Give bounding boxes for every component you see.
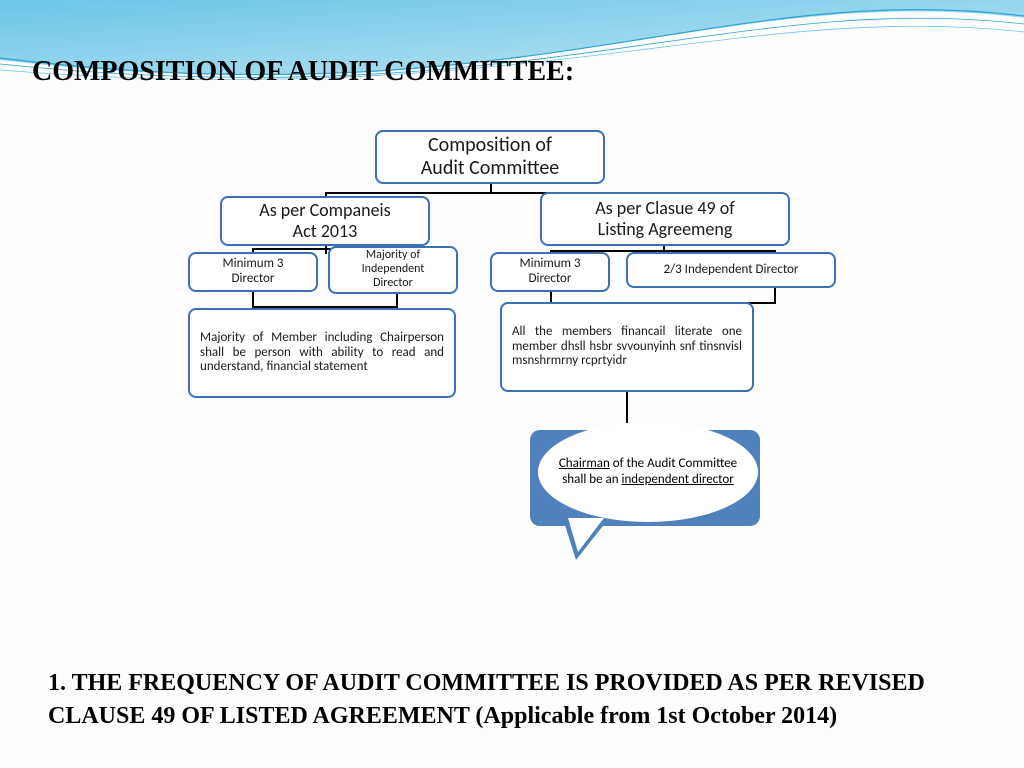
node-label: As per Clasue 49 ofListing Agreemeng xyxy=(595,198,734,239)
callout-tail xyxy=(568,518,604,552)
footer-note: 1. THE FREQUENCY OF AUDIT COMMITTEE IS P… xyxy=(48,667,958,732)
callout-text: Chairman of the Audit Committee shall be… xyxy=(552,456,744,487)
node-label: 2/3 Independent Director xyxy=(664,263,799,278)
node-r2: 2/3 Independent Director xyxy=(626,252,836,288)
node-left: As per CompaneisAct 2013 xyxy=(220,196,430,246)
node-ldesc: Majority of Member including Chairperson… xyxy=(188,308,456,398)
node-l1: Minimum 3Director xyxy=(188,252,318,292)
node-label: Majority of Member including Chairperson… xyxy=(200,331,444,376)
callout-bubble: Chairman of the Audit Committee shall be… xyxy=(538,422,758,522)
node-l2: Majority ofIndependentDirector xyxy=(328,246,458,294)
node-label: Minimum 3Director xyxy=(222,257,283,287)
node-label: All the members financail literate one m… xyxy=(512,325,742,370)
node-rdesc: All the members financail literate one m… xyxy=(500,302,754,392)
node-right: As per Clasue 49 ofListing Agreemeng xyxy=(540,192,790,246)
node-r1: Minimum 3Director xyxy=(490,252,610,292)
org-chart: Composition ofAudit Committee As per Com… xyxy=(180,130,870,590)
node-label: As per CompaneisAct 2013 xyxy=(259,200,390,241)
node-root: Composition ofAudit Committee xyxy=(375,130,605,184)
node-label: Minimum 3Director xyxy=(519,257,580,287)
node-label: Majority ofIndependentDirector xyxy=(362,249,425,290)
page-title: COMPOSITION OF AUDIT COMMITTEE: xyxy=(32,56,574,88)
node-label: Composition ofAudit Committee xyxy=(421,134,560,180)
